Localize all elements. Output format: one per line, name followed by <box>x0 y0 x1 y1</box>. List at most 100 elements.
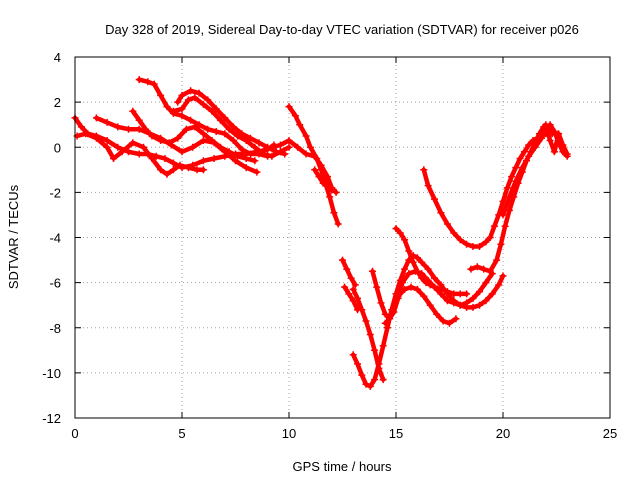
data-point <box>234 152 242 160</box>
data-point <box>550 148 558 156</box>
data-point <box>178 91 186 99</box>
series-line <box>468 124 555 274</box>
y-tick-label: -4 <box>49 231 61 246</box>
data-point <box>482 297 490 305</box>
data-point <box>431 283 438 291</box>
x-tick-label: 25 <box>603 426 617 441</box>
data-point <box>204 96 212 104</box>
data-point <box>199 100 207 108</box>
data-point <box>225 148 233 156</box>
series-arc-9 <box>285 103 342 228</box>
grid-lines <box>75 57 610 418</box>
y-axis-label: SDTVAR / TECUs <box>6 184 21 289</box>
x-tick-label: 10 <box>282 426 296 441</box>
data-point <box>377 299 385 307</box>
data-series <box>71 76 571 390</box>
data-point <box>381 310 389 318</box>
data-point <box>405 270 413 278</box>
data-point <box>555 130 563 138</box>
data-point <box>413 285 421 293</box>
data-point <box>157 137 165 144</box>
data-point <box>401 285 409 293</box>
data-point <box>354 294 361 302</box>
data-point <box>351 281 359 289</box>
data-point <box>189 143 197 151</box>
data-point <box>505 206 513 214</box>
data-point <box>366 382 374 390</box>
data-point <box>422 279 430 287</box>
series-arc-21 <box>542 121 571 158</box>
data-point <box>294 143 302 151</box>
data-point <box>165 139 173 147</box>
data-point <box>276 148 284 156</box>
data-point <box>520 148 528 156</box>
data-point <box>443 288 451 296</box>
data-point <box>221 130 229 138</box>
series-arc-5 <box>135 76 272 160</box>
data-point <box>212 105 220 113</box>
data-point <box>334 220 342 228</box>
data-point <box>339 256 346 264</box>
series-arc-11 <box>339 256 359 289</box>
data-point <box>482 279 490 287</box>
data-point <box>157 166 165 174</box>
data-point <box>433 310 441 318</box>
data-point <box>208 137 216 144</box>
data-point <box>431 195 438 203</box>
data-point <box>217 143 224 151</box>
data-point <box>482 238 490 246</box>
series-line <box>74 131 206 177</box>
data-point <box>499 197 507 205</box>
data-point <box>371 346 379 354</box>
data-point <box>443 297 451 305</box>
data-point <box>369 267 376 275</box>
y-tick-label: 0 <box>54 140 61 155</box>
data-point <box>476 301 483 309</box>
data-point <box>512 177 520 185</box>
data-point <box>390 303 398 311</box>
data-point <box>199 166 207 174</box>
data-point <box>446 319 453 327</box>
data-point <box>456 301 464 309</box>
data-point <box>362 317 370 325</box>
data-point <box>473 263 481 271</box>
data-point <box>229 137 237 144</box>
data-point <box>311 166 319 174</box>
data-point <box>204 125 212 133</box>
plot-frame <box>74 56 611 419</box>
data-point <box>317 166 325 174</box>
data-point <box>135 150 143 158</box>
data-point <box>476 243 483 250</box>
data-point <box>187 87 195 95</box>
data-point <box>174 134 182 142</box>
data-point <box>495 281 503 289</box>
data-point <box>413 267 421 275</box>
data-point <box>324 177 331 185</box>
x-axis-label: GPS time / hours <box>293 459 392 474</box>
data-point <box>238 146 246 153</box>
chart-title: Day 328 of 2019, Sidereal Day-to-day VTE… <box>105 22 579 37</box>
data-point <box>332 188 340 196</box>
data-point <box>208 107 216 115</box>
y-tick-label: -10 <box>42 366 61 381</box>
data-point <box>476 288 483 296</box>
data-point <box>463 290 471 298</box>
data-point <box>426 281 434 289</box>
data-point <box>341 283 349 291</box>
data-point <box>499 211 507 219</box>
data-point <box>184 96 192 104</box>
data-point <box>349 297 357 305</box>
data-point <box>225 125 233 133</box>
data-point <box>178 105 186 113</box>
data-point <box>150 80 158 88</box>
data-point <box>456 290 464 298</box>
data-point <box>103 143 111 151</box>
data-point <box>379 342 387 350</box>
series-line <box>130 108 258 164</box>
series-line <box>543 122 570 157</box>
data-point <box>480 265 488 273</box>
data-point <box>195 89 203 97</box>
data-point <box>157 91 165 99</box>
data-point <box>330 209 338 217</box>
data-point <box>306 143 314 151</box>
